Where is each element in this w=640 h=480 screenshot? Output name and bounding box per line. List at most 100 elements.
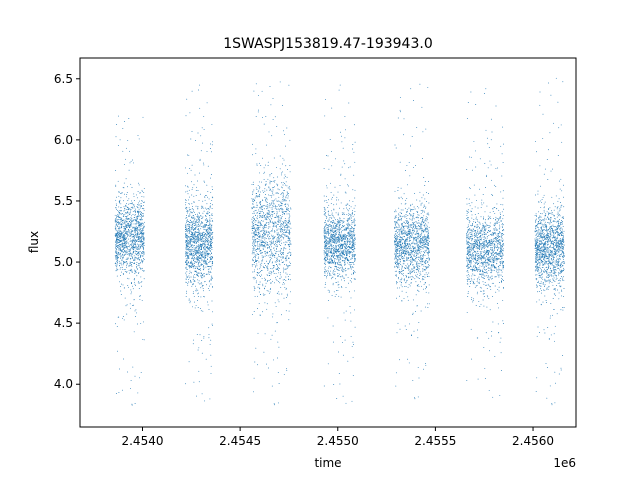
data-point	[352, 237, 354, 239]
data-point	[130, 207, 132, 209]
data-point	[341, 227, 343, 229]
data-point	[206, 264, 208, 266]
data-point	[252, 199, 253, 201]
data-point	[201, 283, 203, 285]
data-point	[254, 224, 256, 226]
data-point	[290, 207, 291, 209]
data-point	[126, 246, 128, 248]
data-point	[350, 236, 352, 238]
data-point	[210, 191, 212, 193]
data-point	[277, 259, 278, 261]
data-point	[186, 190, 188, 192]
data-point	[278, 225, 280, 227]
data-point	[190, 225, 192, 227]
data-point	[207, 236, 209, 238]
data-point	[323, 263, 325, 265]
data-point	[116, 224, 118, 226]
data-point	[209, 205, 211, 207]
data-point	[353, 255, 355, 257]
data-point	[286, 220, 288, 222]
data-point	[325, 249, 327, 250]
data-point	[278, 209, 280, 211]
data-point	[342, 260, 344, 261]
data-point	[267, 222, 269, 224]
data-point	[262, 230, 264, 232]
data-point	[327, 234, 329, 236]
data-point	[206, 284, 207, 286]
data-point	[133, 235, 135, 237]
data-point	[276, 212, 278, 214]
data-point	[141, 219, 143, 221]
data-point	[334, 222, 336, 224]
data-point	[117, 230, 119, 232]
data-point	[120, 271, 122, 273]
data-point	[202, 200, 204, 202]
data-point	[265, 217, 267, 219]
data-point	[265, 183, 267, 185]
data-point	[343, 253, 345, 255]
data-point	[133, 200, 135, 201]
data-point	[195, 228, 196, 230]
data-point	[191, 231, 193, 233]
data-point	[259, 263, 261, 265]
data-point	[142, 230, 144, 231]
data-point	[138, 221, 140, 223]
data-point	[275, 278, 277, 280]
data-point	[278, 250, 280, 252]
data-point	[115, 246, 116, 248]
data-point	[351, 273, 353, 275]
data-point	[340, 232, 342, 234]
data-point	[123, 319, 125, 321]
data-point	[256, 218, 258, 220]
data-point	[192, 306, 193, 308]
data-point	[197, 307, 199, 308]
data-point	[348, 225, 350, 227]
data-point	[126, 242, 128, 244]
data-point	[347, 218, 349, 220]
data-point	[351, 252, 353, 254]
data-point	[261, 209, 263, 210]
data-point	[271, 234, 273, 236]
data-point	[115, 224, 117, 226]
data-point	[348, 249, 350, 251]
data-point	[116, 237, 118, 239]
data-point	[209, 250, 211, 252]
data-point	[259, 193, 260, 195]
data-point	[284, 229, 285, 231]
data-point	[186, 252, 188, 254]
data-point	[261, 215, 263, 217]
data-point	[345, 269, 347, 271]
data-point	[332, 341, 334, 343]
data-point	[354, 211, 356, 213]
data-point	[330, 192, 332, 194]
data-point	[275, 222, 277, 224]
data-point	[203, 268, 205, 270]
data-point	[274, 302, 276, 304]
data-point	[338, 247, 340, 249]
data-point	[267, 269, 269, 271]
data-point	[267, 231, 269, 233]
data-point	[256, 263, 258, 265]
data-point	[276, 192, 278, 194]
data-point	[263, 227, 265, 229]
data-point	[121, 192, 123, 194]
data-point	[342, 239, 344, 241]
data-point	[209, 246, 211, 248]
data-point	[265, 244, 267, 246]
data-point	[346, 239, 348, 241]
data-point	[354, 189, 356, 191]
data-point	[265, 222, 267, 224]
data-point	[254, 197, 256, 199]
data-point	[115, 249, 117, 251]
data-point	[269, 190, 271, 192]
data-point	[277, 269, 279, 270]
data-point	[124, 255, 125, 257]
data-point	[138, 233, 140, 235]
data-point	[121, 243, 123, 244]
data-point	[329, 230, 331, 232]
data-point	[352, 255, 354, 257]
data-point	[284, 226, 286, 228]
data-point	[185, 204, 187, 206]
data-point	[134, 228, 135, 230]
data-point	[143, 249, 144, 251]
